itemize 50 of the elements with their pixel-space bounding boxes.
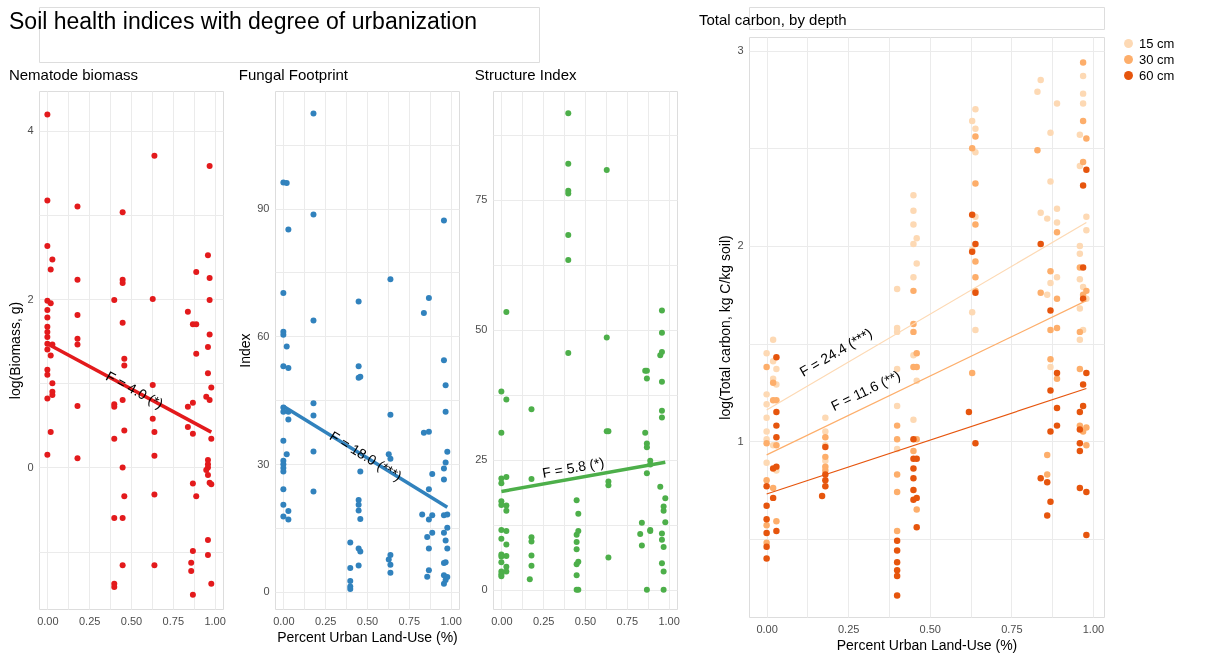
chart-title: Nematode biomass [8,66,139,83]
y-tick-label: 90 [257,202,270,215]
x-axis-title: Percent Urban Land-Use (%) [277,628,458,645]
y-tick-label: 50 [475,323,488,336]
y-tick-label: 60 [257,329,270,342]
chart-title: Fungal Footprint [238,66,349,83]
x-tick-label: 0.25 [532,614,555,627]
annotation: F = 5.8 (*) [540,454,606,481]
x-tick-label: 1.00 [1082,622,1105,635]
annotation: F = 18.0 (***) [327,427,405,484]
legend-label: 60 cm [1139,67,1175,83]
x-tick-label: 0.75 [162,614,185,627]
y-tick-label: 1 [737,434,744,447]
x-tick-label: 0.50 [120,614,143,627]
x-tick-label: 0.00 [37,614,59,627]
y-axis-title: Index [237,333,254,368]
y-tick-label: 0 [481,583,488,596]
annotation: F = 4.0 (*) [103,367,167,412]
x-tick-label: 1.00 [658,614,680,627]
x-tick-label: 0.50 [356,614,379,627]
x-tick-label: 0.75 [616,614,639,627]
x-tick-label: 0.25 [314,614,337,627]
x-tick-label: 0.25 [78,614,101,627]
y-tick-label: 0 [27,461,34,473]
x-tick-label: 1.00 [440,614,462,627]
y-tick-label: 4 [27,124,34,137]
x-tick-label: 1.00 [204,614,226,627]
x-tick-label: 0.50 [919,622,941,635]
x-tick-label: 0.00 [756,622,778,635]
y-tick-label: 75 [475,193,488,206]
text: Soil health indices with degree of urbanization [9,8,477,34]
y-tick-label: 25 [475,453,488,466]
legend-label: 30 cm [1139,51,1175,67]
x-axis-title: Percent Urban Land-Use (%) [836,636,1018,653]
x-tick-label: 0.75 [1001,622,1023,635]
y-tick-label: 2 [737,239,744,252]
y-tick-label: 30 [257,457,270,470]
y-axis-title: log(Total carbon, kg C/kg soil) [717,235,734,420]
x-tick-label: 0.00 [491,614,513,627]
y-tick-label: 0 [263,585,270,598]
x-tick-label: 0.00 [273,614,295,627]
x-tick-label: 0.50 [574,614,597,627]
legend-label: 15 cm [1139,35,1175,51]
y-tick-label: 3 [737,44,744,57]
chart-title: Structure Index [474,66,577,83]
x-tick-label: 0.25 [837,622,860,635]
x-tick-label: 0.75 [398,614,421,627]
chart-title: Total carbon, by depth [699,11,847,28]
y-axis-title: log(Biomass, g) [7,301,24,400]
y-tick-label: 2 [27,292,34,305]
